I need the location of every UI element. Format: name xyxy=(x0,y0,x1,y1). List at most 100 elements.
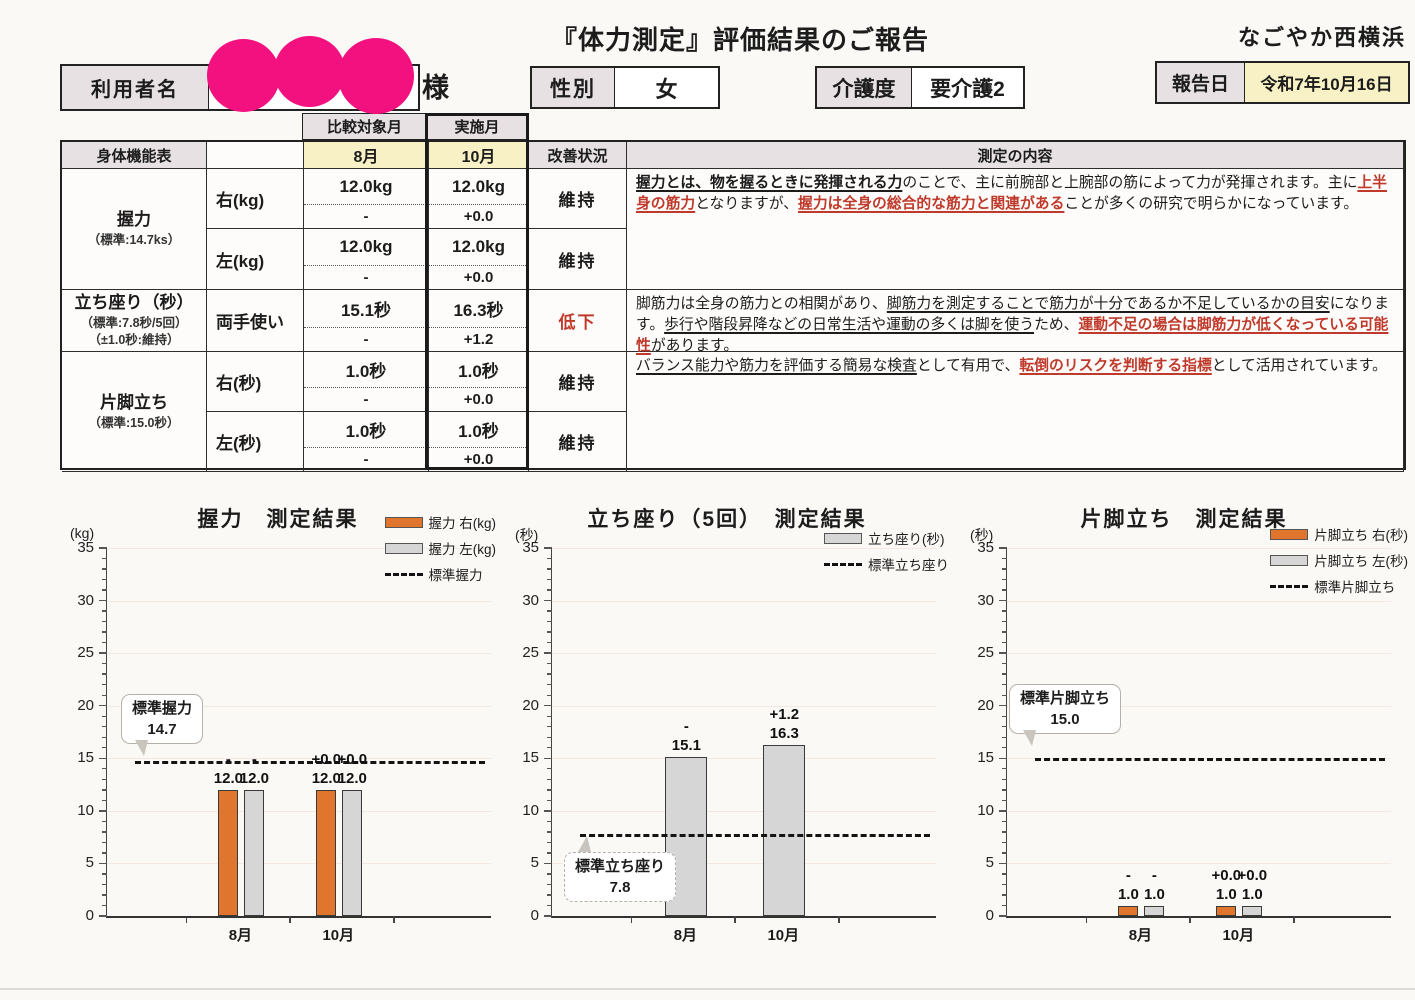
desc-segment: 転倒のリスクを判断する指標 xyxy=(1019,358,1212,374)
gridline xyxy=(552,758,936,760)
group-stand-sit-name: 立ち座り（秒） xyxy=(74,293,194,313)
y-axis-label: 10 xyxy=(522,801,539,819)
grip-left-curr-delta: +0.0 xyxy=(429,265,528,289)
row-label-grip-left: 左(kg) xyxy=(207,229,304,290)
row-label-stand-sit: 両手使い xyxy=(207,290,304,352)
gender-box: 性別 女 xyxy=(530,66,720,109)
chart-plot-area: 1.0-1.0-1.0 +0.0 1.0 +0.0 標準片脚立ち 15.0 xyxy=(999,547,1391,923)
report-date-box: 報告日 令和7年10月16日 xyxy=(1155,61,1410,104)
legend-item: 標準立ち座り xyxy=(824,554,949,574)
bar-delta-label: +0.0 xyxy=(1211,866,1242,884)
chart-grip-strength: 握力 測定結果 (kg) 握力 右(kg) 握力 左(kg) 標準握力 12.0-12.0… xyxy=(58,498,498,980)
desc-segment: 握力は全身の総合的な筋力と関連がある xyxy=(798,196,1065,212)
chart-plot-area: 15.1- 16.3 +1.2 標準立ち座り 7.8 xyxy=(544,547,936,923)
bar xyxy=(316,789,337,916)
stand-sit-prev-cell: 15.1秒 - xyxy=(304,290,429,352)
x-category-label: 8月 xyxy=(673,927,698,944)
bar xyxy=(1216,905,1237,916)
redaction-circle-2 xyxy=(274,36,345,107)
y-axis-tick xyxy=(1002,568,1007,570)
one-leg-right-prev-delta: - xyxy=(304,387,428,411)
y-axis-tick xyxy=(99,547,107,549)
x-axis-tick xyxy=(393,916,395,923)
y-axis-tick xyxy=(1002,883,1007,886)
one-leg-left-prev-cell: 1.0秒 - xyxy=(304,412,429,472)
function-table-header: 身体機能表 xyxy=(62,142,207,169)
one-leg-description: バランス能力や筋力を評価する簡易な検査として有用で、転倒のリスクを判断する指標と… xyxy=(627,352,1404,472)
y-axis-label: 20 xyxy=(77,696,94,714)
y-axis-label: 20 xyxy=(522,696,539,714)
y-axis-label: 0 xyxy=(85,907,94,924)
desc-segment: として活用されています。 xyxy=(1211,358,1387,374)
legend-item: 片脚立ち 右(秒) xyxy=(1270,524,1408,544)
y-axis-tick xyxy=(547,736,552,738)
chart-legend: 握力 右(kg) 握力 左(kg) 標準握力 xyxy=(384,512,497,590)
status-header: 改善状況 xyxy=(529,142,627,169)
group-one-leg-name: 片脚立ち xyxy=(100,392,168,412)
y-axis-label: 15 xyxy=(977,749,994,767)
chart-legend: 片脚立ち 右(秒) 片脚立ち 左(秒) 標準片脚立ち xyxy=(1270,524,1408,602)
y-axis-tick xyxy=(547,778,552,780)
gridline xyxy=(107,600,491,602)
group-grip-strength: 握力 （標準:14.7ks） xyxy=(62,169,207,290)
y-axis-tick xyxy=(102,789,107,791)
y-axis-tick xyxy=(547,715,552,717)
bar xyxy=(763,744,806,916)
grip-left-prev: 12.0kg xyxy=(339,237,393,256)
y-axis-tick xyxy=(1002,694,1007,696)
gridline xyxy=(552,548,936,549)
desc-segment: 握力とは、物を握るときに発揮される力 xyxy=(636,175,903,191)
chart-stand-sit: 立ち座り（5回） 測定結果 (秒) 立ち座り(秒) 標準立ち座り 15.1- 16.3 +1… xyxy=(503,498,951,980)
chart-title: 立ち座り（5回） 測定結果 xyxy=(587,508,867,531)
one-leg-right-prev-cell: 1.0秒 - xyxy=(304,352,429,412)
one-leg-left-prev: 1.0秒 xyxy=(345,422,387,441)
y-axis-tick xyxy=(547,831,552,833)
y-axis-label: 30 xyxy=(977,591,994,609)
care-level-value: 要介護2 xyxy=(930,77,1005,101)
y-axis-tick xyxy=(544,810,552,812)
y-axis-tick xyxy=(102,883,107,886)
bar-delta-label: - xyxy=(1151,866,1157,884)
y-axis-tick xyxy=(102,683,107,686)
desc-segment: となりますが、 xyxy=(695,196,799,212)
y-axis-tick xyxy=(547,789,552,791)
standard-line xyxy=(135,761,485,765)
y-axis-tick xyxy=(102,778,107,780)
legend-label: 握力 左(kg) xyxy=(428,542,497,557)
x-axis-tick xyxy=(1189,916,1191,923)
y-axis-tick xyxy=(547,799,552,802)
gridline xyxy=(107,548,491,549)
legend-dash-swatch xyxy=(824,562,862,566)
y-axis-label: 25 xyxy=(77,644,94,662)
gridline xyxy=(1007,863,1391,865)
y-axis-tick xyxy=(1002,631,1007,633)
y-axis-tick xyxy=(102,578,107,581)
gridline xyxy=(1007,600,1391,602)
group-one-leg: 片脚立ち （標準:15.0秒） xyxy=(62,352,207,472)
bar-delta-label: - xyxy=(683,718,689,736)
desc-segment: 脚筋力は全身の筋力との相関があり、 xyxy=(636,296,887,312)
y-axis-tick xyxy=(99,652,107,654)
y-axis-tick xyxy=(547,683,552,686)
y-axis-tick xyxy=(547,894,552,896)
y-axis-tick xyxy=(102,568,107,570)
y-axis-tick xyxy=(99,915,107,917)
y-axis-tick xyxy=(102,841,107,844)
standard-callout: 標準握力 14.7 xyxy=(121,694,204,744)
legend-bar-swatch xyxy=(1270,554,1309,566)
x-category-label: 10月 xyxy=(767,927,800,944)
grip-left-status: 維持 xyxy=(529,229,627,290)
legend-label: 片脚立ち 右(秒) xyxy=(1314,528,1408,543)
content-header: 測定の内容 xyxy=(627,142,1404,169)
callout-tail xyxy=(1023,730,1036,746)
y-axis-tick xyxy=(547,841,552,844)
y-axis-label: 30 xyxy=(522,591,539,609)
y-axis-tick xyxy=(102,747,107,749)
y-axis-tick xyxy=(547,852,552,854)
y-axis-tick xyxy=(102,631,107,633)
legend-item: 標準握力 xyxy=(384,564,497,584)
y-axis-tick xyxy=(1002,768,1007,770)
legend-label: 標準立ち座り xyxy=(868,558,949,573)
bar-value-label: 16.3 xyxy=(769,724,799,742)
grip-right-prev-cell: 12.0kg - xyxy=(304,169,429,229)
